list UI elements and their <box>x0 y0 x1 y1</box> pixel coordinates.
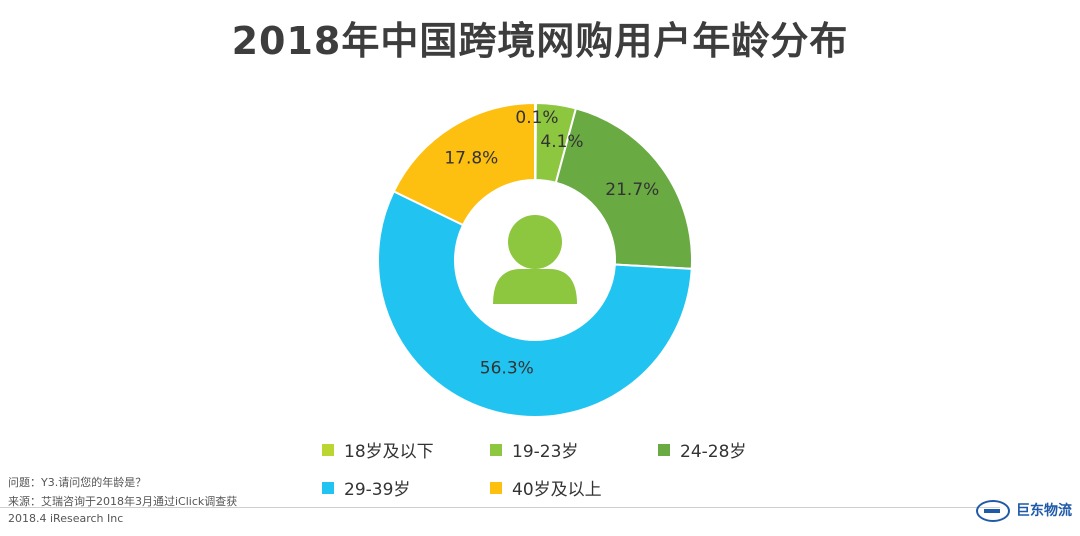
legend-swatch <box>658 443 670 456</box>
slice-label: 4.1% <box>540 132 583 152</box>
legend-swatch <box>322 481 334 494</box>
legend-label: 18岁及以下 <box>344 442 434 462</box>
slice-label: 0.1% <box>515 108 558 128</box>
slice-labels: 0.1% 4.1% 21.7% 56.3% 17.8% <box>444 108 659 378</box>
chart-title: 2018年中国跨境网购用户年龄分布 <box>231 19 849 63</box>
legend-swatch <box>322 443 334 456</box>
user-icon <box>493 215 577 304</box>
legend-label: 29-39岁 <box>344 480 411 500</box>
legend-swatch <box>490 443 502 456</box>
legend-item-24-28: 24-28岁 <box>658 437 826 462</box>
legend-label: 40岁及以上 <box>512 480 602 500</box>
slice-label: 56.3% <box>480 358 534 378</box>
watermark: 巨东物流 <box>976 500 1072 522</box>
legend-item-29-39: 29-39岁 <box>322 475 490 500</box>
footer-divider <box>0 507 1000 508</box>
chart-legend: 18岁及以下 19-23岁 24-28岁 29-39岁 40岁及以上 <box>322 437 842 500</box>
source-note: 来源：艾瑞咨询于2018年3月通过iClick调查获 <box>8 495 238 508</box>
legend-label: 24-28岁 <box>680 442 747 462</box>
legend-item-40-over: 40岁及以上 <box>490 475 658 500</box>
slice-label: 17.8% <box>444 148 498 168</box>
legend-item-18-under: 18岁及以下 <box>322 437 490 462</box>
slice-label: 21.7% <box>605 180 659 200</box>
watermark-text: 巨东物流 <box>1016 503 1072 519</box>
question-note: 问题：Y3.请问您的年龄是？ <box>8 476 147 489</box>
legend-label: 19-23岁 <box>512 442 579 462</box>
slice-24-28 <box>554 107 693 270</box>
logo-icon <box>976 500 1010 522</box>
legend-item-19-23: 19-23岁 <box>490 437 658 462</box>
legend-swatch <box>490 481 502 494</box>
copyright-note: 2018.4 iResearch Inc <box>8 512 124 525</box>
